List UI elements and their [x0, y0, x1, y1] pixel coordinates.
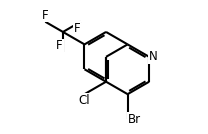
Text: N: N	[149, 50, 158, 63]
Text: Br: Br	[128, 113, 141, 126]
Text: F: F	[56, 39, 63, 52]
Text: F: F	[74, 22, 81, 35]
Text: F: F	[42, 9, 49, 22]
Text: Cl: Cl	[79, 94, 90, 107]
